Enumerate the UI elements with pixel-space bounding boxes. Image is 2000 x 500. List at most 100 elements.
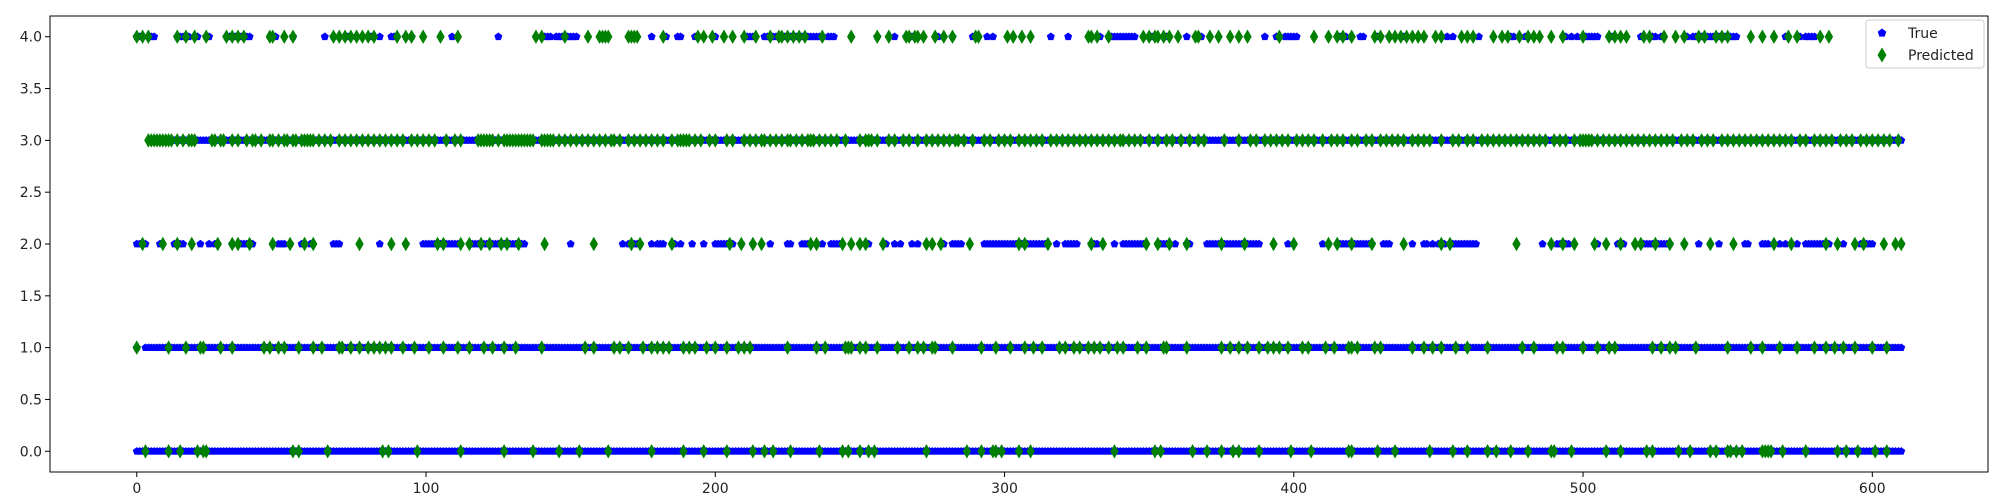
data-point xyxy=(1622,133,1631,148)
data-point xyxy=(826,133,836,148)
data-point xyxy=(1555,133,1565,148)
data-point xyxy=(1879,236,1889,252)
data-point xyxy=(725,236,734,252)
data-point xyxy=(638,340,648,355)
data-point xyxy=(624,133,633,148)
data-point xyxy=(352,29,361,44)
data-point xyxy=(847,29,856,44)
data-point xyxy=(346,340,356,355)
data-point xyxy=(497,236,506,252)
data-point xyxy=(1338,29,1348,44)
data-point xyxy=(499,340,509,355)
data-point xyxy=(280,29,289,44)
data-point xyxy=(1263,340,1272,355)
data-point xyxy=(1324,29,1333,44)
data-point xyxy=(1026,29,1035,44)
data-point xyxy=(531,29,541,44)
data-point xyxy=(676,239,685,248)
data-point xyxy=(1703,133,1712,148)
data-point xyxy=(1254,340,1264,355)
data-point xyxy=(375,133,384,148)
data-point xyxy=(1182,236,1191,252)
data-point xyxy=(1419,29,1429,44)
data-point xyxy=(1879,133,1889,148)
data-point xyxy=(933,133,943,148)
data-point xyxy=(1769,236,1779,252)
data-point xyxy=(647,133,656,148)
data-point xyxy=(1014,236,1024,252)
data-point xyxy=(985,133,995,148)
data-point xyxy=(1376,340,1385,355)
data-point xyxy=(1382,133,1391,148)
y-tick-label: 2.5 xyxy=(20,185,42,201)
data-point xyxy=(722,444,732,459)
data-point xyxy=(708,29,717,44)
data-point xyxy=(1677,133,1686,148)
data-point xyxy=(595,133,604,148)
data-point xyxy=(1633,133,1643,148)
data-point xyxy=(1694,239,1703,248)
data-point xyxy=(358,133,367,148)
data-point xyxy=(1616,133,1625,148)
data-point xyxy=(1506,133,1515,148)
data-point xyxy=(1766,444,1776,459)
data-point xyxy=(1162,340,1171,355)
data-point xyxy=(1882,444,1891,459)
data-point xyxy=(1153,29,1163,44)
data-point xyxy=(1662,133,1672,148)
data-point xyxy=(201,29,211,44)
data-point xyxy=(1859,236,1868,252)
data-point xyxy=(1014,133,1024,148)
data-point xyxy=(939,29,948,44)
data-point xyxy=(274,133,283,148)
data-point xyxy=(913,239,922,248)
data-point xyxy=(1402,29,1411,44)
data-point xyxy=(635,236,645,252)
data-point xyxy=(609,133,619,148)
data-point xyxy=(977,444,986,459)
data-point xyxy=(679,340,688,355)
data-point xyxy=(991,340,1001,355)
data-point xyxy=(1075,340,1084,355)
data-point xyxy=(1483,340,1492,355)
data-point xyxy=(1547,29,1556,44)
data-point xyxy=(1220,133,1229,148)
data-point xyxy=(1558,236,1567,252)
data-point xyxy=(418,133,428,148)
data-point xyxy=(702,340,711,355)
data-point xyxy=(928,133,937,148)
data-point xyxy=(1839,239,1848,248)
data-point xyxy=(1891,236,1900,252)
data-point xyxy=(601,133,610,148)
data-point xyxy=(401,29,410,44)
data-point xyxy=(1573,32,1582,41)
data-point xyxy=(1359,32,1368,41)
data-point xyxy=(187,236,196,252)
data-point xyxy=(685,340,694,355)
y-tick-label: 0.5 xyxy=(20,392,42,408)
data-point xyxy=(537,340,546,355)
data-point xyxy=(768,444,778,459)
data-point xyxy=(196,239,205,248)
data-point xyxy=(1327,133,1336,148)
data-point xyxy=(1897,447,1906,455)
data-point xyxy=(1399,236,1408,252)
data-point xyxy=(1793,239,1802,248)
data-point xyxy=(1518,340,1527,355)
data-point xyxy=(245,32,254,41)
data-point xyxy=(760,133,769,148)
data-point xyxy=(777,133,787,148)
data-point xyxy=(181,340,191,355)
data-point xyxy=(1778,444,1787,459)
data-point xyxy=(745,133,755,148)
data-point xyxy=(1408,29,1417,44)
data-point xyxy=(711,133,720,148)
data-point xyxy=(1535,133,1544,148)
data-point xyxy=(1483,133,1492,148)
data-point xyxy=(1868,133,1877,148)
data-point xyxy=(699,29,708,44)
data-point xyxy=(1159,29,1168,44)
data-point xyxy=(1448,32,1457,41)
data-point xyxy=(1217,444,1226,459)
data-point xyxy=(1601,444,1611,459)
